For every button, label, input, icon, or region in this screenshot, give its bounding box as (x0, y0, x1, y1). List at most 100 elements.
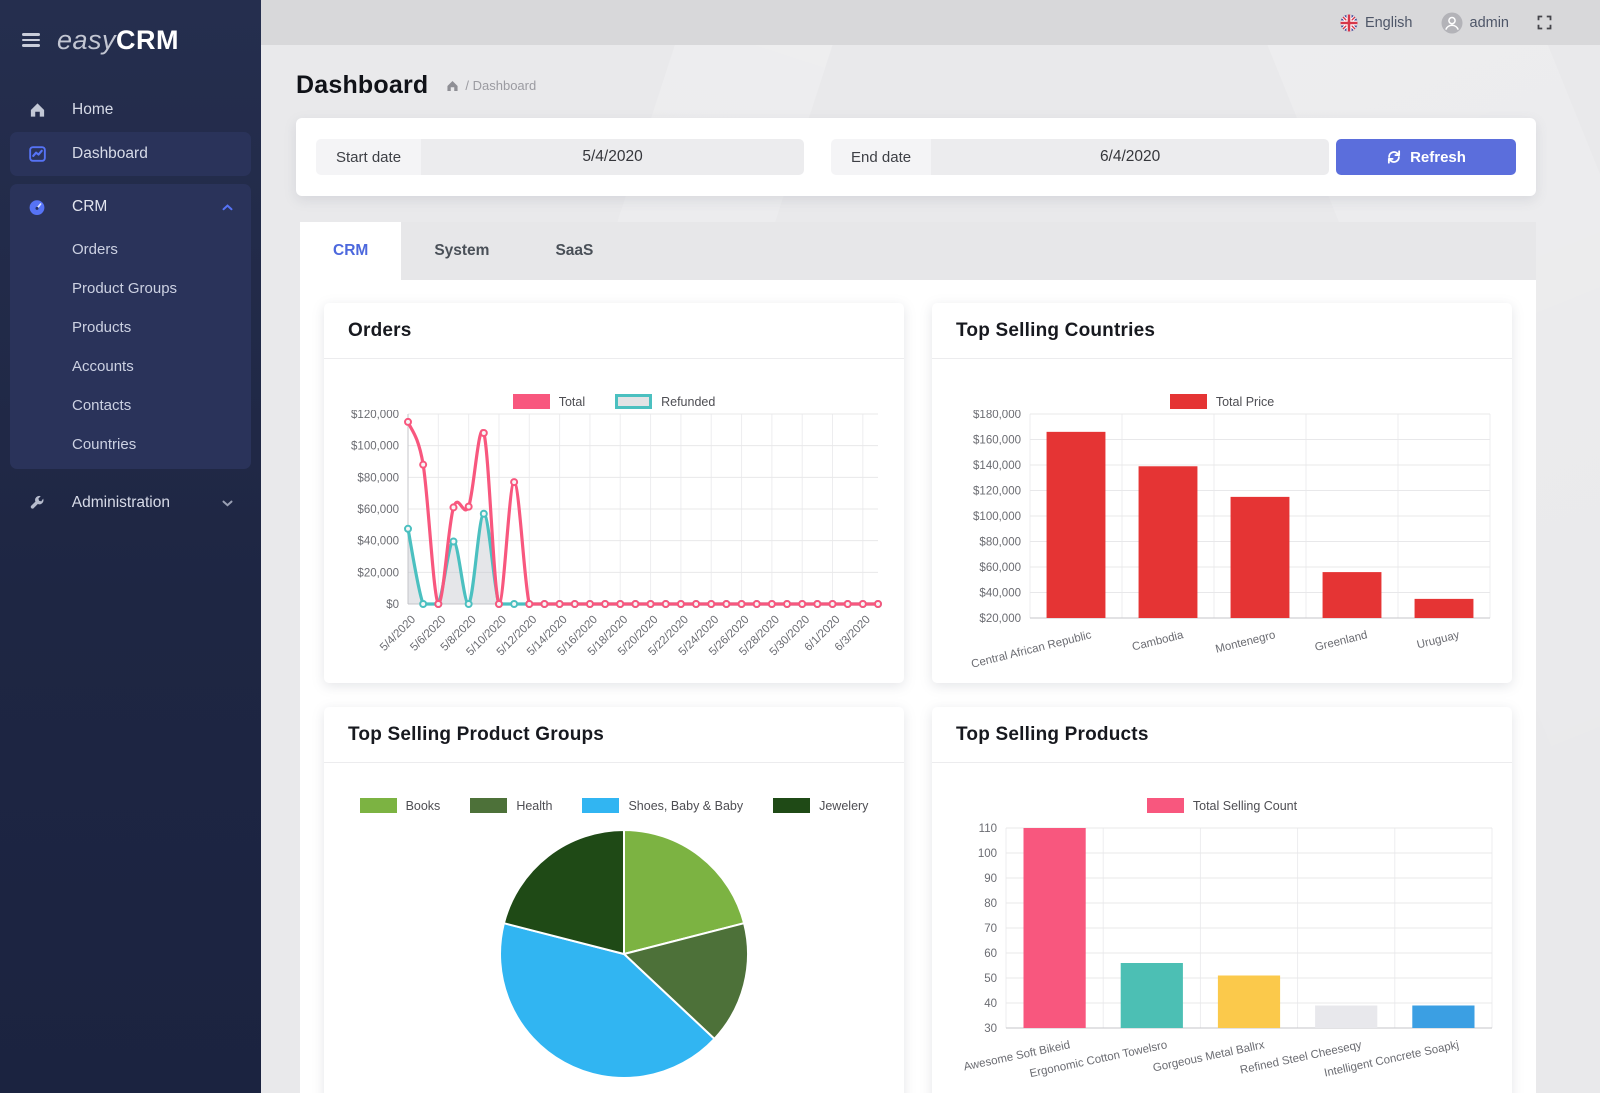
app-logo[interactable]: easyCRM (57, 24, 180, 55)
svg-text:$60,000: $60,000 (357, 504, 399, 516)
language-label: English (1364, 14, 1413, 31)
date-filter-card: Start date End date Refresh (296, 118, 1536, 196)
breadcrumb: / Dashboard (446, 78, 536, 93)
legend-item[interactable]: Total (512, 394, 585, 409)
svg-text:100: 100 (978, 848, 997, 860)
products-chart-legend: Total Selling Count (942, 797, 1502, 814)
sidebar-item-crm[interactable]: CRM (10, 184, 251, 230)
legend-swatch (615, 394, 653, 409)
refresh-button[interactable]: Refresh (1336, 139, 1516, 175)
sidebar-item-label: CRM (72, 198, 108, 215)
legend-item[interactable]: Health (470, 798, 552, 813)
tab-saas[interactable]: SaaS (555, 242, 594, 259)
sidebar-item-home[interactable]: Home (10, 88, 251, 132)
start-date-label: Start date (316, 139, 422, 175)
svg-text:$0: $0 (386, 599, 399, 611)
legend-swatch (773, 798, 811, 813)
legend-item[interactable]: Refunded (615, 394, 715, 409)
svg-text:$60,000: $60,000 (979, 562, 1021, 574)
uk-flag-icon (1340, 14, 1358, 32)
product-groups-card-title: Top Selling Product Groups (324, 707, 904, 763)
legend-swatch (512, 394, 550, 409)
countries-chart-legend: Total Price (942, 393, 1502, 410)
svg-text:$120,000: $120,000 (351, 410, 399, 421)
svg-text:Greenland: Greenland (1314, 629, 1369, 654)
home-icon (28, 102, 46, 118)
product-groups-chart-legend: Books Health Shoes, Baby & Baby Jewelery (334, 797, 894, 814)
sidebar-item-label: Dashboard (72, 145, 148, 162)
topbar: English admin (261, 0, 1600, 45)
svg-text:60: 60 (984, 948, 997, 960)
sidebar-item-product-groups[interactable]: Product Groups (72, 280, 178, 297)
sidebar-item-orders[interactable]: Orders (72, 241, 118, 258)
legend-item[interactable]: Jewelery (773, 798, 868, 813)
username-label: admin (1469, 14, 1510, 31)
language-selector[interactable]: English (1340, 14, 1413, 32)
svg-text:50: 50 (984, 973, 997, 985)
svg-text:Central African Republic: Central African Republic (970, 629, 1093, 671)
legend-item[interactable]: Total Price (1169, 394, 1274, 409)
svg-text:Montenegro: Montenegro (1214, 629, 1276, 655)
start-date-group: Start date (316, 139, 805, 175)
product-groups-pie-chart (499, 828, 749, 1080)
breadcrumb-home-icon (447, 80, 458, 91)
orders-line-chart: 5/4/20205/6/20205/8/20205/10/20205/12/20… (351, 410, 882, 658)
svg-text:$100,000: $100,000 (973, 511, 1021, 523)
sidebar-item-label: Administration (71, 494, 170, 511)
fullscreen-button[interactable] (1537, 15, 1552, 30)
main-content: Dashboard / Dashboard Start date End dat… (261, 45, 1600, 1093)
legend-item[interactable]: Shoes, Baby & Baby (582, 798, 743, 813)
sidebar-item-administration[interactable]: Administration (10, 481, 251, 525)
sidebar-item-accounts[interactable]: Accounts (72, 358, 134, 375)
avatar (1441, 12, 1463, 34)
fullscreen-icon (1537, 15, 1552, 30)
svg-text:Uruguay: Uruguay (1416, 629, 1461, 651)
svg-text:$160,000: $160,000 (973, 435, 1021, 447)
products-card-title: Top Selling Products (932, 707, 1512, 763)
svg-text:80: 80 (984, 898, 997, 910)
products-card: Top Selling Products Total Selling Count… (932, 707, 1512, 1093)
tab-bar: CRM System SaaS (300, 222, 1536, 280)
svg-text:$80,000: $80,000 (357, 472, 399, 484)
wrench-icon (28, 495, 46, 511)
orders-card: Orders Total Refunded 5/4/2020 5/6/2020 5/8… (324, 303, 904, 683)
svg-text:30: 30 (984, 1023, 997, 1035)
svg-text:$40,000: $40,000 (979, 588, 1021, 600)
svg-text:$100,000: $100,000 (351, 441, 399, 453)
sidebar: easyCRM Home Dashboard CRM (0, 0, 261, 1093)
speedometer-icon (28, 199, 46, 215)
svg-text:$180,000: $180,000 (973, 410, 1021, 421)
svg-text:$20,000: $20,000 (979, 613, 1021, 625)
end-date-input[interactable] (931, 139, 1330, 175)
tab-crm[interactable]: CRM (300, 222, 402, 280)
end-date-label: End date (831, 139, 932, 175)
refresh-icon (1388, 150, 1401, 164)
svg-text:Cambodia: Cambodia (1131, 629, 1185, 653)
svg-text:$140,000: $140,000 (973, 460, 1021, 472)
chevron-up-icon (222, 203, 233, 211)
tab-system[interactable]: System (434, 242, 490, 259)
legend-swatch (470, 798, 508, 813)
user-menu[interactable]: admin (1441, 12, 1510, 34)
orders-chart-legend: Total Refunded (334, 393, 894, 410)
svg-text:$120,000: $120,000 (973, 486, 1021, 498)
start-date-input[interactable] (421, 139, 805, 175)
legend-swatch (582, 798, 620, 813)
sidebar-item-contacts[interactable]: Contacts (72, 397, 132, 414)
sidebar-item-dashboard[interactable]: Dashboard (10, 132, 251, 176)
end-date-group: End date (831, 139, 1330, 175)
svg-text:70: 70 (984, 923, 997, 935)
svg-text:$40,000: $40,000 (357, 536, 399, 548)
page-title: Dashboard (296, 71, 429, 99)
menu-toggle-icon[interactable] (22, 30, 40, 50)
legend-swatch (359, 798, 397, 813)
legend-item[interactable]: Total Selling Count (1146, 798, 1297, 813)
chevron-down-icon (222, 500, 233, 507)
tab-content-panel: Orders Total Refunded 5/4/2020 5/6/2020 5/8… (300, 280, 1536, 1093)
product-groups-card: Top Selling Product Groups Books Health Sh… (324, 707, 904, 1093)
legend-item[interactable]: Books (359, 798, 440, 813)
sidebar-item-countries[interactable]: Countries (72, 436, 137, 453)
svg-text:90: 90 (984, 873, 997, 885)
sidebar-item-products[interactable]: Products (72, 319, 132, 336)
